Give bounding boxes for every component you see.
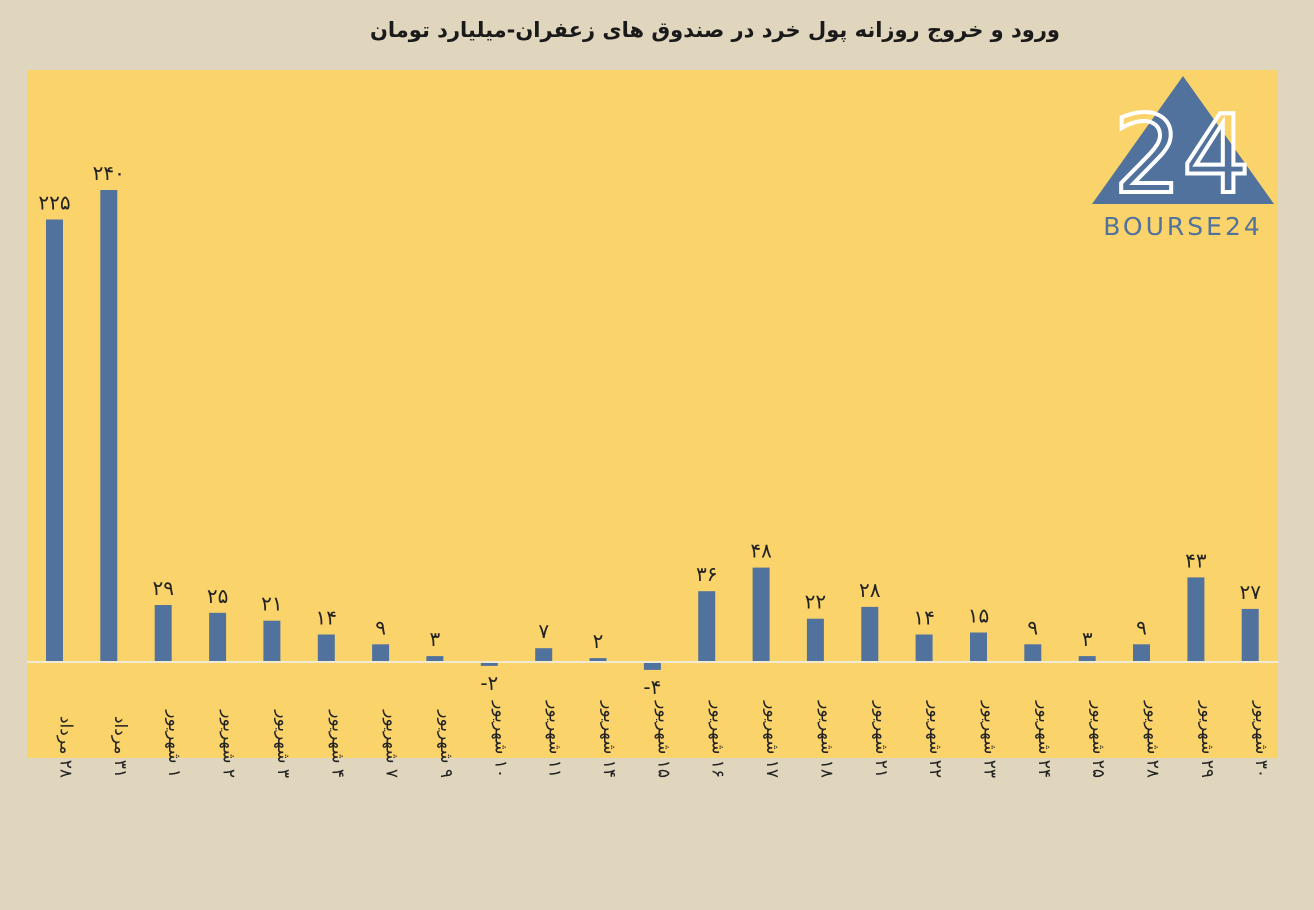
bar-14 <box>806 618 824 662</box>
value-label-5: ۱۴ <box>316 606 337 630</box>
category-label-19: ۲۵ شهریور <box>1088 700 1108 778</box>
bar-11 <box>643 662 661 670</box>
bar-1 <box>100 190 118 662</box>
category-label-4: ۳ شهریور <box>273 709 293 778</box>
bars-group <box>46 190 1259 670</box>
category-label-1: ۳۱ مرداد <box>110 716 130 778</box>
value-label-4: ۲۱ <box>261 592 282 616</box>
bar-19 <box>1078 656 1096 662</box>
category-label-10: ۱۴ شهریور <box>599 700 619 778</box>
value-label-2: ۲۹ <box>152 576 173 600</box>
category-labels-group: ۲۸ مرداد ۳۱ مرداد ۱ شهریور ۲ شهریور ۳ شهریور… <box>56 700 1272 778</box>
value-label-13: ۴۸ <box>750 539 772 563</box>
value-label-14: ۲۲ <box>805 590 826 614</box>
plot-area <box>27 70 1278 758</box>
value-label-12: ۳۶ <box>696 562 717 586</box>
value-label-1: ۲۴۰ <box>93 161 125 185</box>
bar-2 <box>154 605 172 662</box>
category-label-14: ۱۸ شهریور <box>816 700 836 778</box>
bar-6 <box>372 644 390 662</box>
bar-3 <box>209 612 227 662</box>
category-label-20: ۲۸ شهریور <box>1143 700 1163 778</box>
chart-title: ورود و خروج روزانه پول خرد در صندوق های … <box>370 18 1060 42</box>
category-label-7: ۹ شهریور <box>436 709 456 778</box>
logo-mark-text: 24 <box>1113 93 1250 206</box>
category-label-12: ۱۶ شهریور <box>708 700 728 778</box>
bar-15 <box>861 606 879 662</box>
value-label-10: ۲ <box>593 629 604 653</box>
bar-5 <box>317 634 335 662</box>
category-label-9: ۱۱ شهریور <box>545 700 565 778</box>
bar-22 <box>1241 608 1259 662</box>
value-label-21: ۴۳ <box>1185 548 1207 572</box>
category-label-15: ۲۱ شهریور <box>871 700 891 778</box>
value-label-6: ۹ <box>375 615 386 639</box>
category-label-18: ۲۴ شهریور <box>1034 700 1054 778</box>
value-label-0: ۲۲۵ <box>38 191 70 215</box>
category-label-22: ۳۰ شهریور <box>1251 700 1271 778</box>
value-label-15: ۲۸ <box>859 578 881 602</box>
bar-4 <box>263 620 281 662</box>
value-label-3: ۲۵ <box>207 584 228 608</box>
bar-18 <box>1024 644 1042 662</box>
bar-20 <box>1133 644 1150 662</box>
value-label-19: ۳ <box>1082 627 1093 651</box>
value-labels-group: ۲۲۵ ۲۴۰ ۲۹ ۲۵ ۲۱ ۱۴ ۹ ۳ -۲ ۷ ۲ -۴ ۳۶ ۴۸ ۲۲ ۲۸ ۱۴ ۱۵ ۹ ۳ ۹ ۴۳ ۲… <box>38 161 1261 699</box>
value-label-20: ۹ <box>1136 615 1147 639</box>
value-label-9: ۷ <box>538 619 549 643</box>
category-label-3: ۲ شهریور <box>219 709 239 778</box>
bourse24-logo-mark: 24 <box>1092 76 1274 206</box>
value-label-8: -۲ <box>480 671 498 695</box>
category-label-6: ۷ شهریور <box>382 709 402 778</box>
category-label-21: ۲۹ شهریور <box>1197 700 1217 778</box>
bar-9 <box>535 648 553 662</box>
category-label-17: ۲۳ شهریور <box>980 700 1000 778</box>
category-label-2: ۱ شهریور <box>164 709 184 778</box>
value-label-11: -۴ <box>643 675 661 699</box>
bar-12 <box>698 591 716 662</box>
category-label-16: ۲۲ شهریور <box>925 700 945 778</box>
category-label-5: ۴ شهریور <box>327 709 347 778</box>
value-label-18: ۹ <box>1027 615 1038 639</box>
category-label-8: ۱۰ شهریور <box>490 700 510 778</box>
bar-13 <box>752 567 770 662</box>
bar-16 <box>915 634 933 662</box>
value-label-17: ۱۵ <box>968 604 989 628</box>
value-label-16: ۱۴ <box>913 606 934 630</box>
category-label-11: ۱۵ شهریور <box>653 700 673 778</box>
category-label-0: ۲۸ مرداد <box>56 716 76 778</box>
bar-21 <box>1187 577 1205 662</box>
value-label-7: ۳ <box>430 627 441 651</box>
bar-0 <box>46 219 63 662</box>
bar-10 <box>589 658 607 662</box>
bar-17 <box>970 632 987 662</box>
bar-7 <box>426 656 444 662</box>
value-label-22: ۲۷ <box>1239 580 1261 604</box>
logo-text: BOURSE24 <box>1103 212 1263 241</box>
category-label-13: ۱۷ شهریور <box>762 700 782 778</box>
bar-8 <box>480 662 498 666</box>
